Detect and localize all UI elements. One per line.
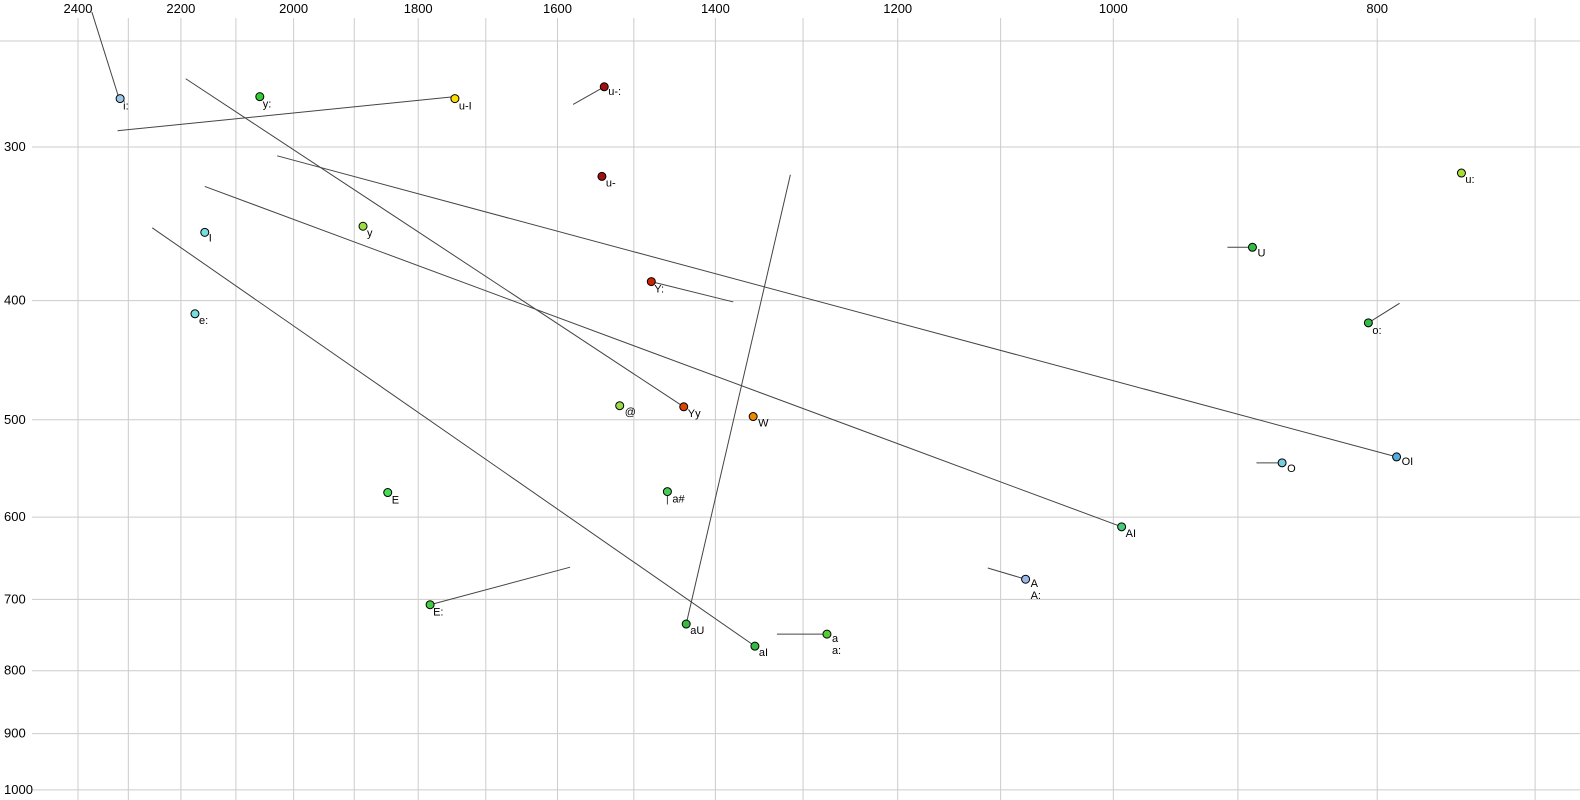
trajectory-E-long-tail	[429, 566, 571, 606]
vowel-point-u:[interactable]	[1456, 168, 1466, 178]
trajectory-A-tail	[987, 567, 1026, 580]
vowel-point-@[interactable]	[615, 401, 625, 411]
vowel-point-E:[interactable]	[425, 600, 435, 610]
vowel-point-i:[interactable]	[115, 94, 125, 104]
x-axis-tick-label-1800: 1800	[404, 1, 433, 16]
y-axis-label-backing	[0, 509, 32, 525]
x-axis-tick-label-800: 800	[1366, 1, 1388, 16]
vowel-label-e:: e:	[199, 315, 208, 327]
vowel-label-W: W	[758, 418, 769, 430]
y-axis-tick-label-500: 500	[4, 412, 26, 427]
vowel-point-Y:[interactable]	[646, 277, 656, 287]
y-axis-label-backing	[0, 139, 32, 154]
vowel-label-u-:: u-:	[608, 86, 621, 98]
vowel-point-u-:[interactable]	[599, 82, 609, 92]
vowel-point-O[interactable]	[1277, 458, 1287, 468]
vowel-point-aI[interactable]	[750, 641, 760, 651]
x-axis-tick-label-1000: 1000	[1099, 1, 1128, 16]
vowel-label-O: O	[1287, 463, 1296, 475]
y-axis-tick-label-800: 800	[4, 663, 26, 678]
x-axis-tick-label-1200: 1200	[883, 1, 912, 16]
vowel-point-OI[interactable]	[1392, 452, 1402, 462]
vowel-point-y:[interactable]	[255, 92, 265, 102]
gridlines	[0, 18, 1580, 800]
y-axis-tick-label-600: 600	[4, 509, 26, 524]
vowel-label-a#: a#	[672, 494, 685, 506]
y-axis-label-backing	[0, 292, 32, 308]
vowel-label-E: E	[392, 495, 399, 507]
trajectory-u-long-tail	[572, 86, 605, 105]
vowel-point-E[interactable]	[383, 488, 393, 498]
vowel-label-I: I	[209, 232, 212, 244]
vowel-label-y:: y:	[263, 99, 272, 111]
vowel-point-a#[interactable]	[662, 487, 672, 497]
y-axis-label-backing	[0, 781, 32, 797]
vowel-label-OI: OI	[1402, 456, 1414, 468]
vowel-point-aU[interactable]	[681, 619, 691, 629]
vowel-point-U[interactable]	[1247, 242, 1257, 252]
vowel-point-e:[interactable]	[190, 309, 200, 319]
trajectory-lines	[91, 11, 1400, 647]
vowel-label-A:: A:	[1031, 590, 1041, 602]
vowel-point-W[interactable]	[748, 412, 758, 422]
vowel-label-Yy: Yy	[688, 408, 701, 420]
vowel-label-AI: AI	[1126, 528, 1136, 540]
y-axis-label-backing	[0, 411, 32, 427]
x-axis-tick-label-1600: 1600	[543, 1, 572, 16]
x-axis-tick-label-2200: 2200	[166, 1, 195, 16]
vowel-point-Yy[interactable]	[679, 402, 689, 412]
vowel-point-a[interactable]	[822, 629, 832, 639]
vowel-point-u-I[interactable]	[450, 94, 460, 104]
y-axis-label-backing	[0, 662, 32, 678]
vowel-label-o:: o:	[1372, 325, 1381, 337]
trajectory-OI-trajectory	[277, 155, 1397, 458]
y-axis-label-backing	[0, 591, 32, 607]
vowel-label-aU: aU	[690, 625, 704, 637]
y-axis-tick-label-1000: 1000	[4, 782, 33, 797]
trajectory-i-tail	[91, 11, 120, 99]
vowel-point-AI[interactable]	[1117, 522, 1127, 532]
vowel-label-y: y	[367, 227, 373, 239]
vowel-label-u-I: u-I	[459, 101, 472, 113]
vowel-point-u-[interactable]	[597, 171, 607, 181]
trajectory-Y-long-tail	[651, 281, 734, 303]
x-axis-tick-label-1400: 1400	[701, 1, 730, 16]
vowel-label-@: @	[625, 407, 636, 419]
vowel-point-A[interactable]	[1021, 574, 1031, 584]
vowel-label-U: U	[1257, 247, 1265, 259]
vowel-label-Y:: Y:	[654, 284, 664, 296]
trajectory-aI-trajectory	[151, 227, 756, 647]
vowel-point-I[interactable]	[200, 227, 210, 237]
vowel-point-y[interactable]	[358, 221, 368, 231]
trajectory-u-I-trajectory	[117, 96, 455, 132]
y-axis-tick-label-400: 400	[4, 293, 26, 308]
vowel-label-aI: aI	[759, 647, 768, 659]
x-axis-tick-label-2400: 2400	[64, 1, 93, 16]
y-axis-tick-label-900: 900	[4, 726, 26, 741]
y-axis-label-backing	[0, 725, 32, 741]
vowel-points: i: y: u-I u-: u-u: y I U Y: e: o: @ Yy W O OI E a# AI AA: E:…	[115, 82, 1475, 659]
y-axis-tick-label-700: 700	[4, 591, 26, 606]
trajectory-AI-trajectory	[204, 185, 1122, 528]
x-axis-tick-label-2000: 2000	[279, 1, 308, 16]
trajectory-aU-trajectory	[685, 174, 791, 625]
vowel-label-A: A	[1031, 578, 1039, 590]
y-axis-tick-label-300: 300	[4, 139, 26, 154]
vowel-label-a:: a:	[832, 645, 841, 657]
trajectory-o-long-tail	[1368, 302, 1400, 324]
vowel-label-i:: i:	[123, 101, 129, 113]
trajectory-Yy-trajectory	[185, 78, 685, 408]
vowel-point-o:[interactable]	[1363, 318, 1373, 328]
axis-labels: 2400 2200 2000 1800 1600 1400 1200 1000 800 300 40…	[0, 1, 1388, 797]
vowel-label-a: a	[832, 633, 839, 645]
vowel-label-u:: u:	[1465, 174, 1474, 186]
vowel-label-E:: E:	[433, 607, 443, 619]
vowel-label-u-: u-	[606, 177, 616, 189]
